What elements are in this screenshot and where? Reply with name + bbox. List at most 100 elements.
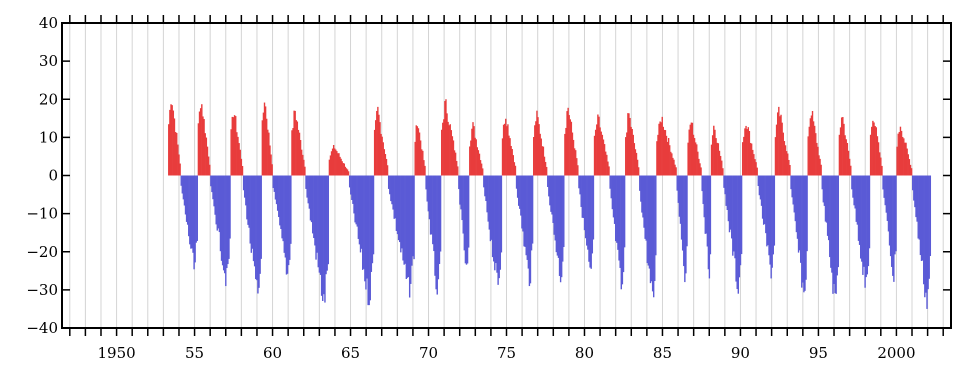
negative-bar: [310, 175, 313, 223]
negative-bar: [426, 175, 428, 202]
positive-bar: [416, 126, 419, 176]
negative-bar: [488, 175, 491, 230]
positive-bar: [421, 149, 423, 176]
positive-bar: [901, 136, 904, 176]
negative-bar: [281, 175, 283, 239]
negative-bar: [306, 175, 308, 198]
positive-bar: [471, 128, 473, 176]
positive-bar: [442, 122, 444, 176]
negative-bar: [583, 175, 586, 231]
negative-bar: [353, 175, 355, 214]
positive-bar: [818, 155, 820, 176]
negative-bar: [806, 175, 808, 252]
negative-bar: [858, 175, 861, 245]
negative-bar: [367, 175, 369, 306]
positive-bar: [201, 104, 203, 176]
negative-bar: [647, 175, 650, 266]
negative-bar: [862, 175, 864, 275]
negative-bar: [496, 175, 498, 273]
negative-bar: [790, 175, 792, 190]
negative-bar: [928, 175, 930, 279]
negative-bar: [769, 175, 771, 265]
positive-bar: [337, 153, 339, 176]
positive-bar: [755, 162, 757, 176]
negative-bar: [278, 175, 280, 218]
positive-bar: [850, 165, 852, 176]
positive-bar: [871, 126, 873, 176]
negative-bar: [739, 175, 742, 266]
positive-bar: [300, 149, 303, 176]
positive-bar: [445, 99, 447, 176]
negative-bar: [641, 175, 643, 213]
positive-bar: [238, 143, 240, 176]
negative-bar: [499, 175, 502, 270]
negative-bar: [884, 175, 886, 206]
negative-bar: [821, 175, 823, 190]
negative-bar: [211, 175, 213, 193]
positive-bar: [175, 132, 178, 176]
negative-bar: [279, 175, 281, 226]
negative-bar: [557, 175, 560, 258]
negative-bar: [412, 175, 414, 257]
positive-bar: [237, 136, 239, 176]
negative-bar: [500, 175, 503, 253]
positive-bar: [171, 105, 173, 176]
positive-bar: [568, 115, 570, 176]
positive-bar: [577, 165, 579, 176]
negative-bar: [229, 175, 231, 239]
negative-bar: [387, 175, 390, 189]
negative-bar: [866, 175, 868, 275]
negative-bar: [246, 175, 248, 220]
negative-bar: [653, 175, 655, 298]
negative-bar: [865, 175, 867, 278]
negative-bar: [917, 175, 919, 239]
positive-bar: [881, 165, 883, 176]
positive-bar: [903, 138, 905, 176]
negative-bar: [524, 175, 526, 247]
negative-bar: [181, 175, 183, 194]
negative-bar: [891, 175, 893, 267]
negative-bar: [219, 175, 222, 252]
positive-bar: [625, 137, 627, 176]
positive-bar: [542, 146, 545, 176]
positive-bar: [746, 129, 748, 176]
negative-bar: [493, 175, 495, 262]
positive-bar: [789, 164, 791, 176]
positive-bar: [475, 139, 477, 176]
positive-bar: [469, 146, 471, 176]
negative-bar: [552, 175, 554, 223]
negative-bar: [824, 175, 827, 222]
negative-bar: [218, 175, 221, 233]
positive-bar: [570, 121, 573, 176]
positive-bar: [809, 118, 812, 176]
negative-bar: [439, 175, 442, 252]
negative-bar: [794, 175, 797, 222]
negative-bar: [182, 175, 185, 200]
negative-bar: [683, 175, 685, 267]
negative-bar: [836, 175, 838, 276]
negative-bar: [195, 175, 197, 243]
negative-bar: [885, 175, 887, 213]
negative-bar: [280, 175, 282, 229]
positive-bar: [845, 139, 847, 176]
negative-bar: [709, 175, 712, 255]
negative-bar: [859, 175, 862, 259]
positive-bar: [660, 122, 662, 176]
negative-bar: [771, 175, 773, 268]
negative-bar: [183, 175, 186, 206]
negative-bar: [359, 175, 362, 253]
negative-bar: [435, 175, 437, 290]
negative-bar: [757, 175, 759, 187]
negative-bar: [797, 175, 800, 253]
positive-bar: [168, 124, 170, 176]
negative-bar: [466, 175, 469, 264]
negative-bar: [832, 175, 834, 294]
negative-bar: [831, 175, 833, 273]
positive-bar: [669, 145, 671, 176]
negative-bar: [889, 175, 892, 257]
positive-bar: [784, 145, 787, 176]
positive-bar: [197, 123, 200, 176]
negative-bar: [323, 175, 325, 295]
negative-bar: [727, 175, 730, 222]
positive-bar: [907, 154, 909, 176]
